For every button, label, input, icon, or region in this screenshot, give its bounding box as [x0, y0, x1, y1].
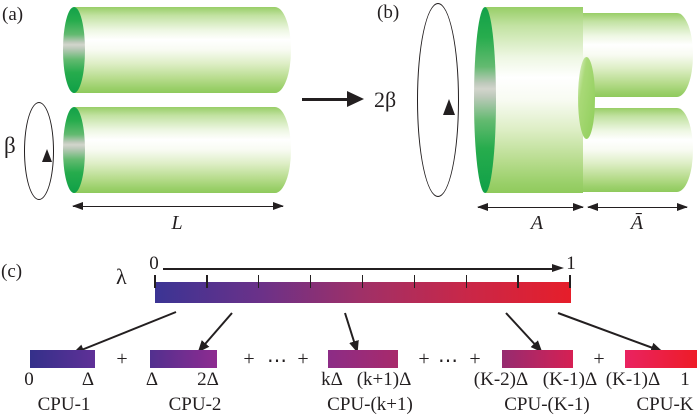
panel-a-label: (a) [2, 4, 24, 25]
region-abar-bottom-body [583, 108, 693, 192]
cylinder-a-top-cap [63, 7, 85, 93]
cylinder-a-bottom-cap [63, 107, 85, 193]
segment-bar-2 [150, 350, 217, 368]
plus-operator: + [418, 348, 430, 370]
fan-arrow-3 [344, 312, 359, 353]
region-abar-top-body [583, 13, 693, 97]
region-abar-arrow [587, 202, 688, 211]
two-beta-loop [417, 3, 459, 197]
plus-operator: + [116, 348, 128, 370]
fan-arrows [72, 311, 663, 354]
lambda-label: λ [116, 264, 127, 289]
plus-operator: + [593, 348, 605, 370]
region-abar-label: Ā [630, 212, 644, 234]
fan-arrow-1 [72, 311, 177, 354]
map-arrow-head-icon [347, 91, 364, 107]
region-a-label: A [530, 212, 544, 234]
region-a-arrow [477, 202, 584, 211]
map-arrow-shaft [302, 98, 349, 101]
segment-4-end: (K-1)Δ [542, 369, 598, 390]
panel-b-label: (b) [377, 2, 400, 23]
plus-operator: + [297, 348, 309, 370]
region-a-cap [474, 7, 496, 193]
segment-1-cpu: CPU-1 [37, 394, 91, 415]
lambda-axis-min: 0 [149, 253, 159, 274]
fan-arrow-5 [557, 312, 663, 353]
fan-arrow-4 [505, 312, 543, 353]
plus-operator: + [243, 348, 255, 370]
segment-bar-4 [502, 350, 573, 368]
segment-3-start: kΔ [321, 369, 343, 390]
split-point-cap [578, 57, 595, 139]
axis-tick [465, 275, 468, 288]
axis-tick [517, 275, 520, 288]
two-beta-label: 2β [374, 87, 397, 112]
segment-3-end: (k+1)Δ [356, 369, 412, 390]
cylinder-a-top-body [74, 7, 291, 93]
length-label: L [171, 212, 183, 234]
axis-tick [413, 275, 416, 288]
segment-2-start: Δ [145, 369, 159, 390]
segment-5-cpu: CPU-K [636, 394, 694, 415]
segment-4-cpu: CPU-(K-1) [504, 394, 590, 415]
lambda-axis-arrow-head-icon [552, 264, 564, 272]
segment-4-start: (K-2)Δ [473, 369, 529, 390]
axis-tick [361, 275, 364, 288]
segment-bar-1 [30, 350, 95, 368]
axis-tick [257, 275, 260, 288]
segment-bar-5 [625, 350, 697, 368]
ellipsis-operator: ⋯ [438, 350, 458, 372]
axis-tick [205, 275, 208, 288]
two-beta-loop-arrowhead-icon [443, 99, 455, 115]
lambda-axis-ticks [154, 275, 571, 288]
lambda-axis-max: 1 [566, 253, 576, 274]
segment-1-end: Δ [81, 369, 95, 390]
region-a-body [485, 7, 583, 193]
segment-2-end: 2Δ [197, 369, 219, 390]
ellipsis-operator: ⋯ [267, 350, 287, 372]
lambda-axis-arrow-shaft [163, 268, 553, 270]
segment-3-cpu: CPU-(k+1) [327, 394, 413, 415]
segment-bar-3 [328, 350, 398, 368]
segment-5-end: 1 [680, 369, 690, 390]
beta-loop [24, 102, 54, 200]
fan-arrow-2 [197, 312, 233, 353]
beta-loop-arrowhead-icon [42, 149, 52, 162]
plus-operator: + [469, 348, 481, 370]
segment-2-cpu: CPU-2 [168, 394, 222, 415]
length-arrow [72, 201, 284, 210]
beta-label: β [4, 133, 16, 158]
axis-tick [154, 275, 156, 288]
axis-tick [309, 275, 312, 288]
cylinder-a-bottom-body [74, 107, 291, 193]
segment-1-start: 0 [24, 369, 34, 390]
panel-c-label: (c) [1, 261, 23, 282]
segment-5-start: (K-1)Δ [605, 369, 661, 390]
axis-tick [569, 275, 571, 288]
